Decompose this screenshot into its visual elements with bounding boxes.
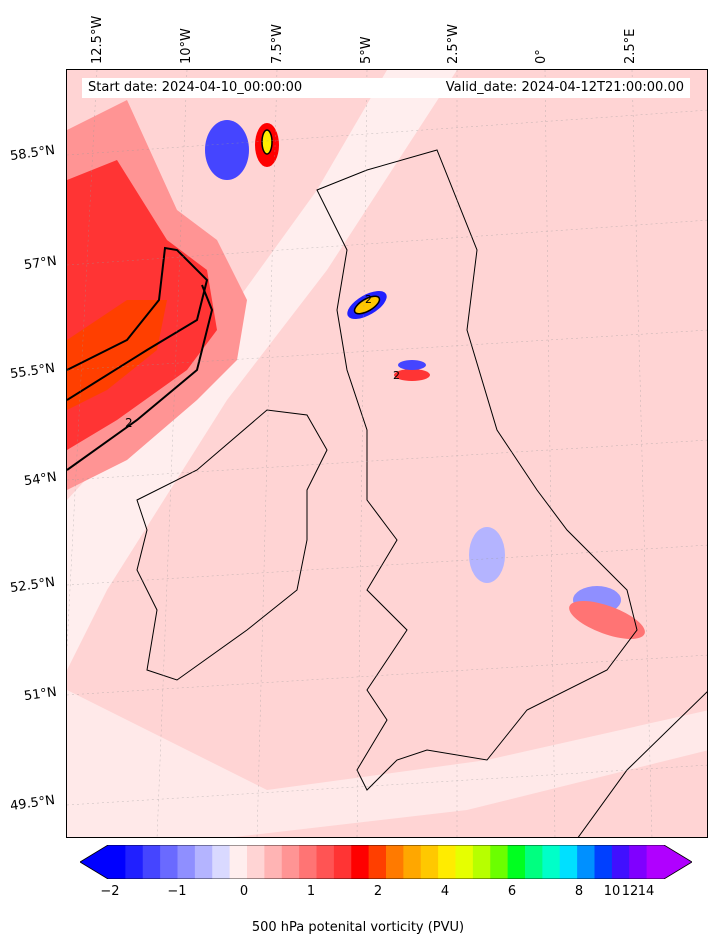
pv-contour-2-west-b [67,284,214,471]
colorbar-swatch [611,845,630,879]
colorbar-swatch [386,845,404,879]
pv-maximum-west [67,300,167,410]
lon-label-0: 0° [534,49,549,64]
pv-anomaly-minch-core [353,295,381,315]
lon-label-12-5w: 12.5°W [90,15,105,64]
lat-label-49-5n: 49.5°N [9,792,56,815]
light-pv-band-south [67,690,707,837]
pv-anomaly-england-blue [469,527,505,583]
colorbar-tick: 10 [603,884,621,899]
colorbar-swatch [403,845,422,879]
colorbar-swatch [229,845,248,879]
contour-label-west: 2 [125,416,133,430]
colorbar-swatch [212,845,231,879]
pv-anomaly-clyde-blue [398,360,426,370]
colorbar-swatch [125,845,144,879]
coastline-great-britain [316,149,638,791]
colorbar-swatch [455,845,474,879]
colorbar [80,845,692,879]
colorbar-swatch [629,845,648,879]
pv-anomaly-north-yellow [261,129,273,155]
coastline-ireland [136,409,328,681]
lat-label-55-5n: 55.5°N [9,360,56,383]
pv-anomaly-clyde [394,369,430,381]
valid-date-label: Valid_date: 2024-04-12T21:00:00.00 [445,80,684,95]
colorbar-swatch [160,845,178,879]
pv-field-map: 2 2 2 [67,70,707,837]
start-date-label: Start date: 2024-04-10_00:00:00 [88,80,303,95]
colorbar-swatch [264,845,283,879]
colorbar-tick: 6 [507,884,517,899]
lon-label-2-5w: 2.5°W [446,23,461,64]
contour-label-minch: 2 [365,293,372,306]
map-panel: 2 2 2 [66,69,708,838]
colorbar-swatch [420,845,439,879]
pv-anomaly-anglia-red [569,601,645,639]
lon-label-5w: 5°W [359,36,374,64]
colorbar-swatch [333,845,352,879]
colorbar-extend-low [80,845,108,879]
colorbar-tick: 4 [440,884,450,899]
lat-label-54n: 54°N [23,469,58,490]
lat-label-57n: 57°N [23,253,58,274]
colorbar-tick: 8 [574,884,584,899]
colorbar-label: 500 hPa potenital vorticity (PVU) [251,920,465,935]
lat-label-52-5n: 52.5°N [9,574,56,597]
colorbar-tick: −2 [100,884,120,899]
light-pv-band [67,70,457,670]
lon-label-7-5w: 7.5°W [270,23,285,64]
colorbar-tick: 14 [637,884,655,899]
date-banner: Start date: 2024-04-10_00:00:00 Valid_da… [82,78,690,98]
colorbar-tick: −1 [167,884,187,899]
pv-contour-2-west [67,246,209,401]
colorbar-swatch [438,845,456,879]
lon-label-2-5e: 2.5°E [623,28,638,64]
pv-anomaly-north-blue [205,120,249,180]
colorbar-swatch [281,845,300,879]
lat-label-58-5n: 58.5°N [9,142,56,165]
lat-label-51n: 51°N [23,684,58,705]
colorbar-swatch [316,845,335,879]
colorbar-swatch [472,845,491,879]
colorbar-tick: 2 [373,884,383,899]
colorbar-swatch [490,845,509,879]
colorbar-swatch [351,845,370,879]
colorbar-swatch [368,845,387,879]
colorbar-swatch [247,845,265,879]
colorbar-swatch [594,845,613,879]
colorbar-tick: 0 [239,884,249,899]
colorbar-tick: 12 [621,884,639,899]
colorbar-extend-high [664,845,692,879]
colorbar-swatch [525,845,543,879]
colorbar-swatch [577,845,595,879]
colorbar-swatch [559,845,578,879]
lon-label-10w: 10°W [179,28,194,64]
colorbar-tick: 1 [306,884,316,899]
colorbar-swatch [542,845,561,879]
colorbar-swatch [646,845,665,879]
colorbar-swatch [507,845,526,879]
colorbar-swatch [108,845,126,879]
colorbar-swatch [194,845,213,879]
contour-label-clyde: 2 [393,369,400,382]
colorbar-swatch [299,845,317,879]
colorbar-swatch [142,845,161,879]
colorbar-swatch [177,845,196,879]
